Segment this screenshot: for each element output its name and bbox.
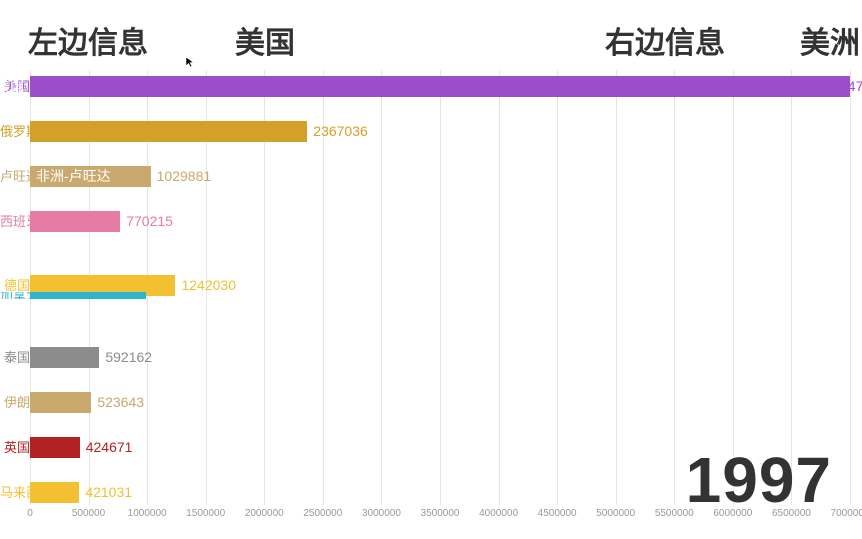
x-tick-label: 500000 (72, 508, 105, 519)
x-tick-label: 1500000 (186, 508, 225, 519)
gridline (733, 70, 734, 505)
x-tick-label: 4000000 (479, 508, 518, 519)
bar (30, 347, 99, 368)
x-tick-label: 1000000 (128, 508, 167, 519)
gridline (381, 70, 382, 505)
bar (30, 392, 91, 413)
bar-category-label: 俄罗斯 (0, 121, 30, 142)
x-tick-label: 4500000 (538, 508, 577, 519)
bar-value-label: 1242030 (181, 275, 236, 296)
x-tick-label: 2000000 (245, 508, 284, 519)
bar-value-label: 523643 (97, 392, 144, 413)
bar (30, 482, 79, 503)
bar-value-label: 1029881 (157, 166, 212, 187)
x-tick-label: 5000000 (596, 508, 635, 519)
bar-category-label: 英国 (0, 437, 30, 458)
bar-category-label: 西班牙 (0, 211, 30, 232)
bar-category-label: 加拿大 (0, 292, 30, 299)
bar-category-label: 卢旺达 (0, 166, 30, 187)
bar-value-label: 592162 (105, 347, 152, 368)
right-info-value: 美洲 (800, 18, 860, 62)
gridline (674, 70, 675, 505)
bar-value-label: 747 (840, 76, 862, 97)
bar-inner-label: 美洲-美国 (0, 76, 24, 97)
bar (30, 121, 307, 142)
bar (30, 76, 850, 97)
bar-category-label: 伊朗 (0, 392, 30, 413)
gridline (791, 70, 792, 505)
gridline (850, 70, 851, 505)
header: 左边信息 美国 右边信息 美洲 (0, 18, 862, 58)
left-info-value: 美国 (235, 18, 295, 62)
bar-value-label: 424671 (86, 437, 133, 458)
gridline (499, 70, 500, 505)
bar-category-label: 泰国 (0, 347, 30, 368)
left-info-label: 左边信息 (28, 18, 148, 62)
gridline (557, 70, 558, 505)
right-info-label: 右边信息 (605, 18, 725, 62)
gridline (440, 70, 441, 505)
bar (30, 292, 146, 299)
x-tick-label: 0 (27, 508, 33, 519)
x-tick-label: 3000000 (362, 508, 401, 519)
bar-value-label: 2367036 (313, 121, 368, 142)
bar-chart: 美国美洲-美国747俄罗斯欧洲-俄罗斯2367036卢旺达非洲-卢旺达10298… (30, 70, 850, 505)
year-label: 1997 (686, 443, 832, 517)
bar (30, 437, 80, 458)
bar-inner-label: 非洲-卢旺达 (36, 166, 111, 187)
x-tick-label: 3500000 (421, 508, 460, 519)
x-tick-label: 2500000 (303, 508, 342, 519)
bar-value-label: 770215 (126, 211, 173, 232)
bar-value-label: 421031 (85, 482, 132, 503)
bar-category-label: 马来西亚 (0, 482, 30, 503)
gridline (616, 70, 617, 505)
x-tick-label: 7000000 (831, 508, 862, 519)
bar (30, 211, 120, 232)
